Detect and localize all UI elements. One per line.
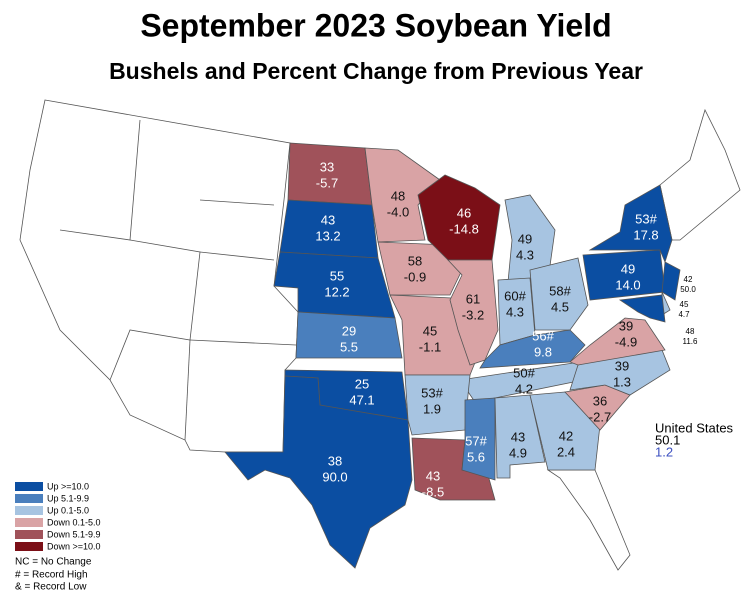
state-yield: 60# bbox=[504, 288, 526, 303]
legend-swatch bbox=[15, 530, 43, 539]
note: NC = No Change bbox=[15, 557, 92, 568]
state-change: -3.2 bbox=[462, 307, 484, 322]
state-change: 5.5 bbox=[340, 339, 358, 354]
state bbox=[569, 317, 666, 366]
state-yield: 38 bbox=[328, 453, 342, 468]
state-change: 4.7 bbox=[678, 310, 690, 319]
state bbox=[224, 375, 413, 569]
state-yield: 36 bbox=[593, 393, 607, 408]
state-change: 17.8 bbox=[633, 227, 658, 242]
note: # = Record High bbox=[15, 570, 88, 581]
states: 33-5.74313.25512.2295.52547.13890.048-4.… bbox=[224, 142, 699, 569]
state-change: -4.0 bbox=[387, 204, 409, 219]
state-yield: 53# bbox=[421, 385, 443, 400]
state-yield: 43 bbox=[426, 468, 440, 483]
state-yield: 25 bbox=[355, 376, 369, 391]
state-yield: 49 bbox=[621, 261, 635, 276]
legend-swatch bbox=[15, 542, 43, 551]
state-change: 4.3 bbox=[506, 304, 524, 319]
national-change: 1.2 bbox=[655, 444, 673, 459]
state-yield: 39 bbox=[615, 358, 629, 373]
state-change: -5.7 bbox=[316, 175, 338, 190]
legend-label: Up 5.1-9.9 bbox=[47, 493, 89, 503]
legend-swatch bbox=[15, 506, 43, 515]
title: September 2023 Soybean Yield bbox=[140, 7, 611, 43]
state-change: 50.0 bbox=[680, 285, 696, 294]
legend-swatch bbox=[15, 482, 43, 491]
national-label: United States bbox=[655, 420, 734, 435]
state-change: 13.2 bbox=[315, 228, 340, 243]
state-yield: 45 bbox=[680, 300, 689, 309]
state bbox=[447, 259, 499, 366]
state-change: 11.6 bbox=[683, 337, 699, 346]
state-yield: 42 bbox=[559, 428, 573, 443]
base-map bbox=[19, 99, 741, 571]
state-yield: 46 bbox=[457, 205, 471, 220]
state-change: 5.6 bbox=[467, 449, 485, 464]
state-change: 47.1 bbox=[349, 392, 374, 407]
state-yield: 58# bbox=[549, 283, 571, 298]
national-yield: 50.1 bbox=[655, 432, 680, 447]
state bbox=[618, 294, 666, 323]
legend-swatch bbox=[15, 518, 43, 527]
state-change: 90.0 bbox=[322, 469, 347, 484]
state-yield: 33 bbox=[320, 159, 334, 174]
state-change: -2.7 bbox=[589, 409, 611, 424]
legend-label: Down 5.1-9.9 bbox=[47, 529, 101, 539]
state-change: -1.1 bbox=[419, 339, 441, 354]
state-change: -4.9 bbox=[615, 334, 637, 349]
state-change: 12.2 bbox=[324, 284, 349, 299]
state-yield: 45 bbox=[423, 323, 437, 338]
state bbox=[417, 174, 501, 261]
state-yield: 50# bbox=[513, 365, 535, 380]
state bbox=[661, 261, 681, 301]
legend-label: Down 0.1-5.0 bbox=[47, 517, 101, 527]
state-yield: 61 bbox=[466, 291, 480, 306]
state bbox=[479, 329, 586, 369]
state-change: -0.9 bbox=[404, 269, 426, 284]
legend-label: Down >=10.0 bbox=[47, 541, 101, 551]
state-yield: 48 bbox=[686, 327, 695, 336]
legend-swatch bbox=[15, 494, 43, 503]
state-change: 14.0 bbox=[615, 277, 640, 292]
state-change: 4.2 bbox=[515, 381, 533, 396]
state-change: 4.9 bbox=[509, 445, 527, 460]
state-yield: 55 bbox=[330, 268, 344, 283]
state-yield: 53# bbox=[635, 211, 657, 226]
legend: Up >=10.0 Up 5.1-9.9 Up 0.1-5.0 Down 0.1-5.… bbox=[15, 481, 101, 551]
state bbox=[364, 147, 441, 243]
state-change: 9.8 bbox=[534, 344, 552, 359]
state-change: -14.8 bbox=[449, 221, 479, 236]
legend-label: Up >=10.0 bbox=[47, 481, 89, 491]
state bbox=[588, 184, 673, 264]
state-yield: 57# bbox=[465, 433, 487, 448]
state-yield: 56# bbox=[532, 328, 554, 343]
state-change: 1.9 bbox=[423, 401, 441, 416]
state-yield: 42 bbox=[684, 275, 693, 284]
state-yield: 48 bbox=[391, 188, 405, 203]
state-yield: 49 bbox=[518, 231, 532, 246]
state-change: 2.4 bbox=[557, 444, 575, 459]
subtitle: Bushels and Percent Change from Previous… bbox=[109, 58, 643, 84]
state-yield: 29 bbox=[342, 323, 356, 338]
state-yield: 39 bbox=[619, 318, 633, 333]
note: & = Record Low bbox=[15, 582, 87, 593]
state bbox=[461, 397, 496, 481]
state bbox=[529, 257, 589, 331]
state-yield: 43 bbox=[321, 212, 335, 227]
legend-label: Up 0.1-5.0 bbox=[47, 505, 89, 515]
state-change: 1.3 bbox=[613, 374, 631, 389]
state-change: -8.5 bbox=[422, 484, 444, 499]
state-yield: 58 bbox=[408, 253, 422, 268]
state-change: 4.3 bbox=[516, 247, 534, 262]
state-yield: 43 bbox=[511, 429, 525, 444]
state bbox=[295, 311, 403, 359]
state-change: 4.5 bbox=[551, 299, 569, 314]
